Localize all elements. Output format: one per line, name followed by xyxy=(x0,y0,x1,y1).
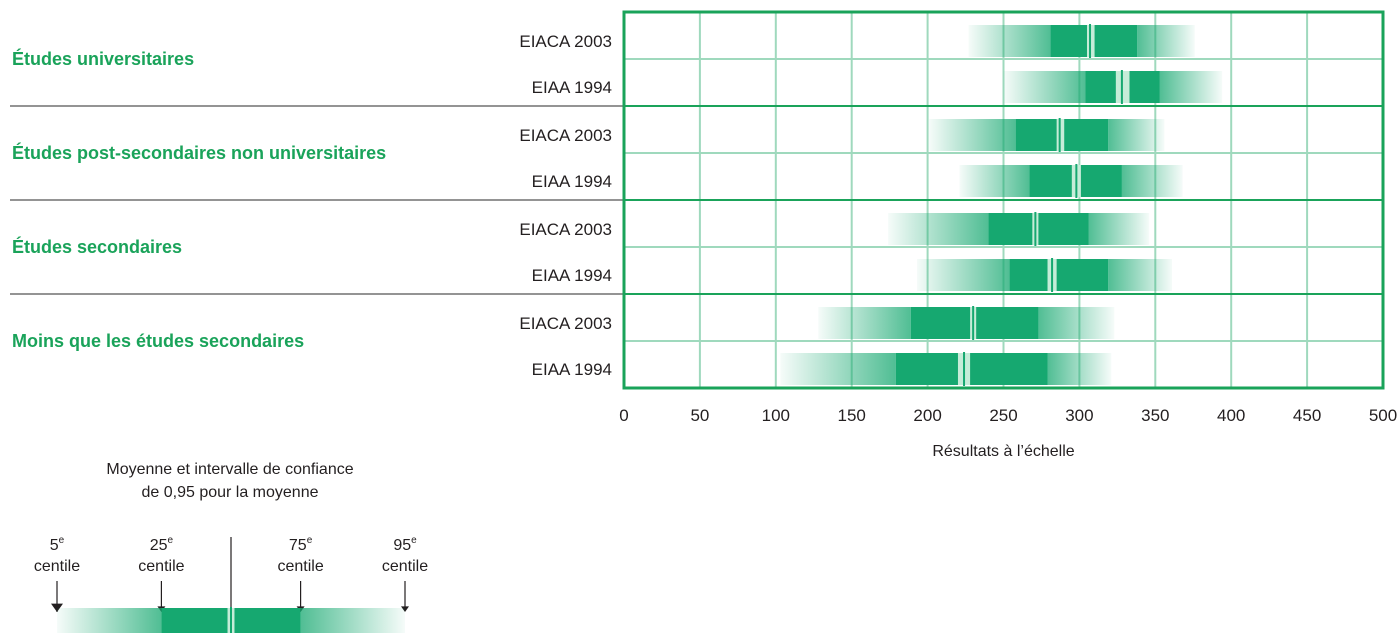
whisker-75-95 xyxy=(1108,119,1165,151)
legend-title-line2: de 0,95 pour la moyenne xyxy=(141,484,318,501)
legend-marker-label: 95e xyxy=(393,535,417,554)
row-label: EIACA 2003 xyxy=(519,126,612,145)
box-25-75 xyxy=(1009,259,1109,291)
x-axis-ticks: 0 50 100 150 200 250 300 350 400 450 500 xyxy=(619,406,1397,425)
whisker-75-95 xyxy=(1038,307,1115,339)
row-label: EIACA 2003 xyxy=(519,220,612,239)
whisker-5-25 xyxy=(916,259,1010,291)
legend-marker-label: 5e xyxy=(50,535,65,554)
whisker-5-25 xyxy=(929,119,1016,151)
row-label: EIAA 1994 xyxy=(532,172,612,191)
whisker-5-25 xyxy=(780,353,896,385)
whisker-75-95 xyxy=(1108,259,1172,291)
x-tick-label: 500 xyxy=(1369,406,1397,425)
row-label: EIACA 2003 xyxy=(519,32,612,51)
x-tick-label: 400 xyxy=(1217,406,1245,425)
whisker-75-95 xyxy=(1137,25,1195,57)
whisker-75-95 xyxy=(1159,71,1223,103)
bar-row xyxy=(780,352,1112,386)
row-label: EIAA 1994 xyxy=(532,78,612,97)
group-label: Moins que les études secondaires xyxy=(12,331,304,351)
whisker-75-95 xyxy=(1047,353,1112,385)
bar-row xyxy=(818,306,1115,340)
bar-row xyxy=(1003,70,1223,104)
legend-marker-word: centile xyxy=(34,558,80,575)
legend-title-line1: Moyenne et intervalle de confiance xyxy=(106,461,353,478)
arrowhead-icon xyxy=(51,603,63,612)
whisker-75-95 xyxy=(1088,213,1150,245)
row-label: EIACA 2003 xyxy=(519,314,612,333)
whisker-5-25 xyxy=(888,213,989,245)
bar-row xyxy=(959,164,1183,198)
group-label: Études secondaires xyxy=(12,236,182,257)
bar-row xyxy=(916,258,1172,292)
whisker-5-25 xyxy=(818,307,911,339)
whisker-5-25 xyxy=(968,25,1051,57)
x-tick-label: 100 xyxy=(762,406,790,425)
bar-row xyxy=(968,24,1195,58)
x-tick-label: 450 xyxy=(1293,406,1321,425)
legend-marker-word: centile xyxy=(277,558,323,575)
box-25-75 xyxy=(895,353,1048,385)
legend: Moyenne et intervalle de confiance de 0,… xyxy=(34,461,428,633)
group-separators xyxy=(10,105,1383,295)
x-tick-label: 250 xyxy=(989,406,1017,425)
whisker-75-95 xyxy=(300,608,405,633)
labels: Études universitaires EIACA 2003 EIAA 1994… xyxy=(12,32,612,379)
group-label: Études universitaires xyxy=(12,48,194,69)
x-tick-label: 0 xyxy=(619,406,628,425)
whisker-5-25 xyxy=(959,165,1030,197)
x-tick-label: 350 xyxy=(1141,406,1169,425)
bar-row xyxy=(929,118,1165,152)
bar-row xyxy=(888,212,1150,246)
whisker-5-25 xyxy=(1003,71,1086,103)
x-tick-label: 50 xyxy=(690,406,709,425)
whisker-5-25 xyxy=(57,608,162,633)
legend-marker-word: centile xyxy=(382,558,428,575)
x-axis-label: Résultats à l’échelle xyxy=(932,443,1074,460)
x-tick-label: 150 xyxy=(838,406,866,425)
whisker-75-95 xyxy=(1121,165,1183,197)
x-tick-label: 300 xyxy=(1065,406,1093,425)
legend-marker-label: 25e xyxy=(150,535,174,554)
legend-bar xyxy=(57,607,405,633)
plot-frame xyxy=(622,10,1385,390)
row-label: EIAA 1994 xyxy=(532,266,612,285)
x-tick-label: 200 xyxy=(913,406,941,425)
row-label: EIAA 1994 xyxy=(532,360,612,379)
bars xyxy=(780,24,1223,386)
group-label: Études post-secondaires non universitair… xyxy=(12,142,386,163)
legend-marker-label: 75e xyxy=(289,535,313,554)
legend-marker-word: centile xyxy=(138,558,184,575)
legend-markers: 5e centile 25e centile 75e centile 95e centile xyxy=(34,535,428,612)
